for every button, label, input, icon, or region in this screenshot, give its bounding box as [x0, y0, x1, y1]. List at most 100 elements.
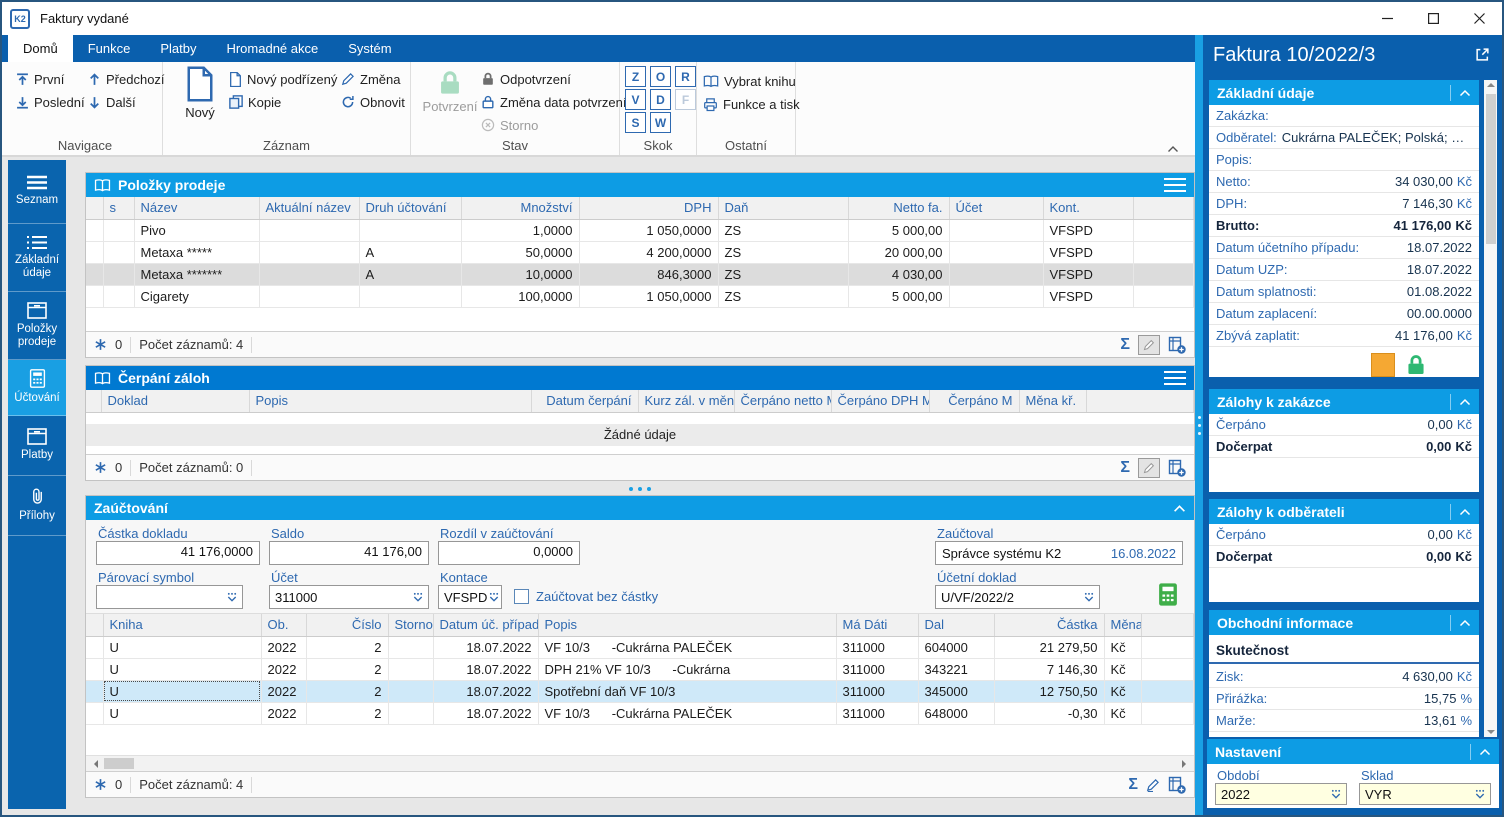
- edit-icon[interactable]: [1146, 778, 1160, 792]
- horizontal-splitter[interactable]: [85, 484, 1195, 494]
- table-row[interactable]: U 2022 2 18.07.2022 VF 10/3 -Cukrárna PAL…: [86, 636, 1194, 659]
- refresh-icon: [342, 96, 354, 108]
- change-confirm-date-button[interactable]: Změna data potvrzení: [481, 93, 626, 111]
- tab-system[interactable]: Systém: [348, 41, 392, 56]
- copy-button[interactable]: Kopie: [229, 93, 281, 111]
- printer-icon: [704, 97, 717, 111]
- field-row: Zisk: 4 630,00 Kč: [1209, 666, 1479, 688]
- collapse-icon[interactable]: [1450, 84, 1471, 101]
- tab-domu[interactable]: Domů: [8, 35, 73, 62]
- collapse-icon[interactable]: [1173, 504, 1186, 513]
- tab-hromadne-akce[interactable]: Hromadné akce: [226, 41, 319, 56]
- new-child-button[interactable]: Nový podřízený: [229, 70, 337, 88]
- group-label-stav: Stav: [501, 138, 528, 153]
- collapse-icon[interactable]: [1450, 393, 1471, 410]
- castka-dokladu-field[interactable]: 41 176,0000: [96, 541, 260, 565]
- journal-hscrollbar[interactable]: [86, 755, 1194, 771]
- table-row[interactable]: U 2022 2 18.07.2022 VF 10/3 -Cukrárna PAL…: [86, 702, 1194, 725]
- panel-menu-icon[interactable]: [1164, 178, 1186, 192]
- sum-icon[interactable]: Σ: [1120, 458, 1130, 476]
- scrollbar-thumb[interactable]: [104, 758, 134, 769]
- sidebar-item-prilohy[interactable]: Přílohy: [8, 476, 66, 536]
- obdobi-combo[interactable]: 2022: [1215, 783, 1347, 805]
- table-row[interactable]: Pivo 1,0000 1 050,0000 ZS 5 000,00 VFSPD: [86, 219, 1194, 242]
- jump-key-s[interactable]: S: [625, 112, 646, 133]
- side-panel-scrollbar[interactable]: [1484, 80, 1497, 737]
- field-row: Dočerpat 0,00 Kč: [1209, 546, 1479, 568]
- ucet-combo[interactable]: 311000: [269, 585, 429, 609]
- calculator-button[interactable]: [1158, 582, 1178, 610]
- table-row[interactable]: Metaxa ******* A 10,0000 846,3000 ZS 4 030…: [86, 263, 1194, 286]
- panel-title: Zaúčtování: [94, 500, 168, 516]
- field-row: Datum účetního případu: 18.07.2022: [1209, 237, 1479, 259]
- ucetni-doklad-combo[interactable]: U/VF/2022/2: [935, 585, 1100, 609]
- vertical-splitter[interactable]: [1195, 35, 1203, 815]
- sklad-combo[interactable]: VYR: [1359, 783, 1491, 805]
- filter-asterisk-icon[interactable]: [94, 778, 107, 791]
- collapse-icon[interactable]: [1470, 743, 1491, 760]
- sidebar-item-seznam[interactable]: Seznam: [8, 160, 66, 224]
- filter-count: 0: [115, 460, 123, 475]
- next-button[interactable]: Další: [88, 93, 136, 111]
- saldo-field[interactable]: 41 176,00: [269, 541, 429, 565]
- panel-header-zauctovani: Zaúčtování: [86, 496, 1194, 520]
- table-row[interactable]: U 2022 2 18.07.2022 Spotřební daň VF 10/3…: [86, 680, 1194, 703]
- first-button[interactable]: První: [16, 70, 64, 88]
- ribbon-collapse-icon[interactable]: [1167, 140, 1179, 158]
- sidebar-item-uctovani[interactable]: Účtování: [8, 360, 66, 416]
- functions-print-button[interactable]: Funkce a tisk: [703, 95, 800, 113]
- sidebar-item-platby[interactable]: Platby: [8, 416, 66, 476]
- arrow-to-top-icon: [17, 72, 28, 85]
- jump-key-r[interactable]: R: [675, 66, 696, 87]
- field-row-brutto: Brutto: 41 176,00 Kč: [1209, 215, 1479, 237]
- zauctoval-field[interactable]: Správce systému K2 16.08.2022: [935, 541, 1183, 565]
- confirm-button[interactable]: Potvrzení: [421, 70, 479, 114]
- open-in-window-icon[interactable]: [1475, 47, 1490, 67]
- sum-icon[interactable]: Σ: [1128, 775, 1138, 793]
- add-record-icon[interactable]: [1168, 776, 1186, 794]
- jump-key-d[interactable]: D: [650, 89, 671, 110]
- add-record-icon[interactable]: [1168, 336, 1186, 354]
- zauctovat-bez-castky-checkbox[interactable]: [514, 589, 529, 604]
- last-button[interactable]: Poslední: [16, 93, 85, 111]
- sidebar-item-polozky-prodeje[interactable]: Položky prodeje: [8, 292, 66, 360]
- add-record-icon[interactable]: [1168, 459, 1186, 477]
- tab-platby[interactable]: Platby: [160, 41, 197, 56]
- table-row[interactable]: U 2022 2 18.07.2022 DPH 21% VF 10/3 -Cukr…: [86, 658, 1194, 681]
- tab-funkce[interactable]: Funkce: [87, 41, 131, 56]
- rozdil-field[interactable]: 0,0000: [438, 541, 580, 565]
- close-button[interactable]: [1456, 2, 1502, 35]
- filter-count: 0: [115, 777, 123, 792]
- panel-menu-icon[interactable]: [1164, 371, 1186, 385]
- table-row[interactable]: Metaxa ***** A 50,0000 4 200,0000 ZS 20 00…: [86, 241, 1194, 264]
- select-book-button[interactable]: Vybrat knihu: [703, 72, 796, 90]
- cancel-storno-button[interactable]: Storno: [481, 116, 538, 134]
- kontace-combo[interactable]: VFSPD: [438, 585, 502, 609]
- sidebar-item-zakladni-udaje[interactable]: Základní údaje: [8, 224, 66, 292]
- collapse-icon[interactable]: [1450, 503, 1471, 520]
- edit-icon[interactable]: [1138, 334, 1160, 355]
- section-header: Nastavení: [1207, 739, 1499, 764]
- jump-key-o[interactable]: O: [650, 66, 671, 87]
- maximize-button[interactable]: [1410, 2, 1456, 35]
- jump-key-w[interactable]: W: [650, 112, 671, 133]
- jump-key-f[interactable]: F: [675, 89, 696, 110]
- unconfirm-button[interactable]: Odpotvrzení: [481, 70, 571, 88]
- previous-button[interactable]: Předchozí: [88, 70, 165, 88]
- new-button[interactable]: Nový: [177, 66, 223, 120]
- edit-icon[interactable]: [1138, 457, 1160, 478]
- edit-button[interactable]: Změna: [341, 70, 400, 88]
- jump-key-v[interactable]: V: [625, 89, 646, 110]
- parovaci-combo[interactable]: [96, 585, 243, 609]
- sum-icon[interactable]: Σ: [1120, 335, 1130, 353]
- book-icon: [703, 75, 719, 87]
- filter-asterisk-icon[interactable]: [94, 461, 107, 474]
- jump-key-z[interactable]: Z: [625, 66, 646, 87]
- refresh-button[interactable]: Obnovit: [341, 93, 405, 111]
- filter-asterisk-icon[interactable]: [94, 338, 107, 351]
- minimize-button[interactable]: [1364, 2, 1410, 35]
- table-row[interactable]: Cigarety 100,0000 1 050,0000 ZS 5 000,00 …: [86, 285, 1194, 308]
- scrollbar-thumb[interactable]: [1485, 94, 1496, 244]
- field-row: Datum zaplacení: 00.00.0000: [1209, 303, 1479, 325]
- collapse-icon[interactable]: [1450, 614, 1471, 631]
